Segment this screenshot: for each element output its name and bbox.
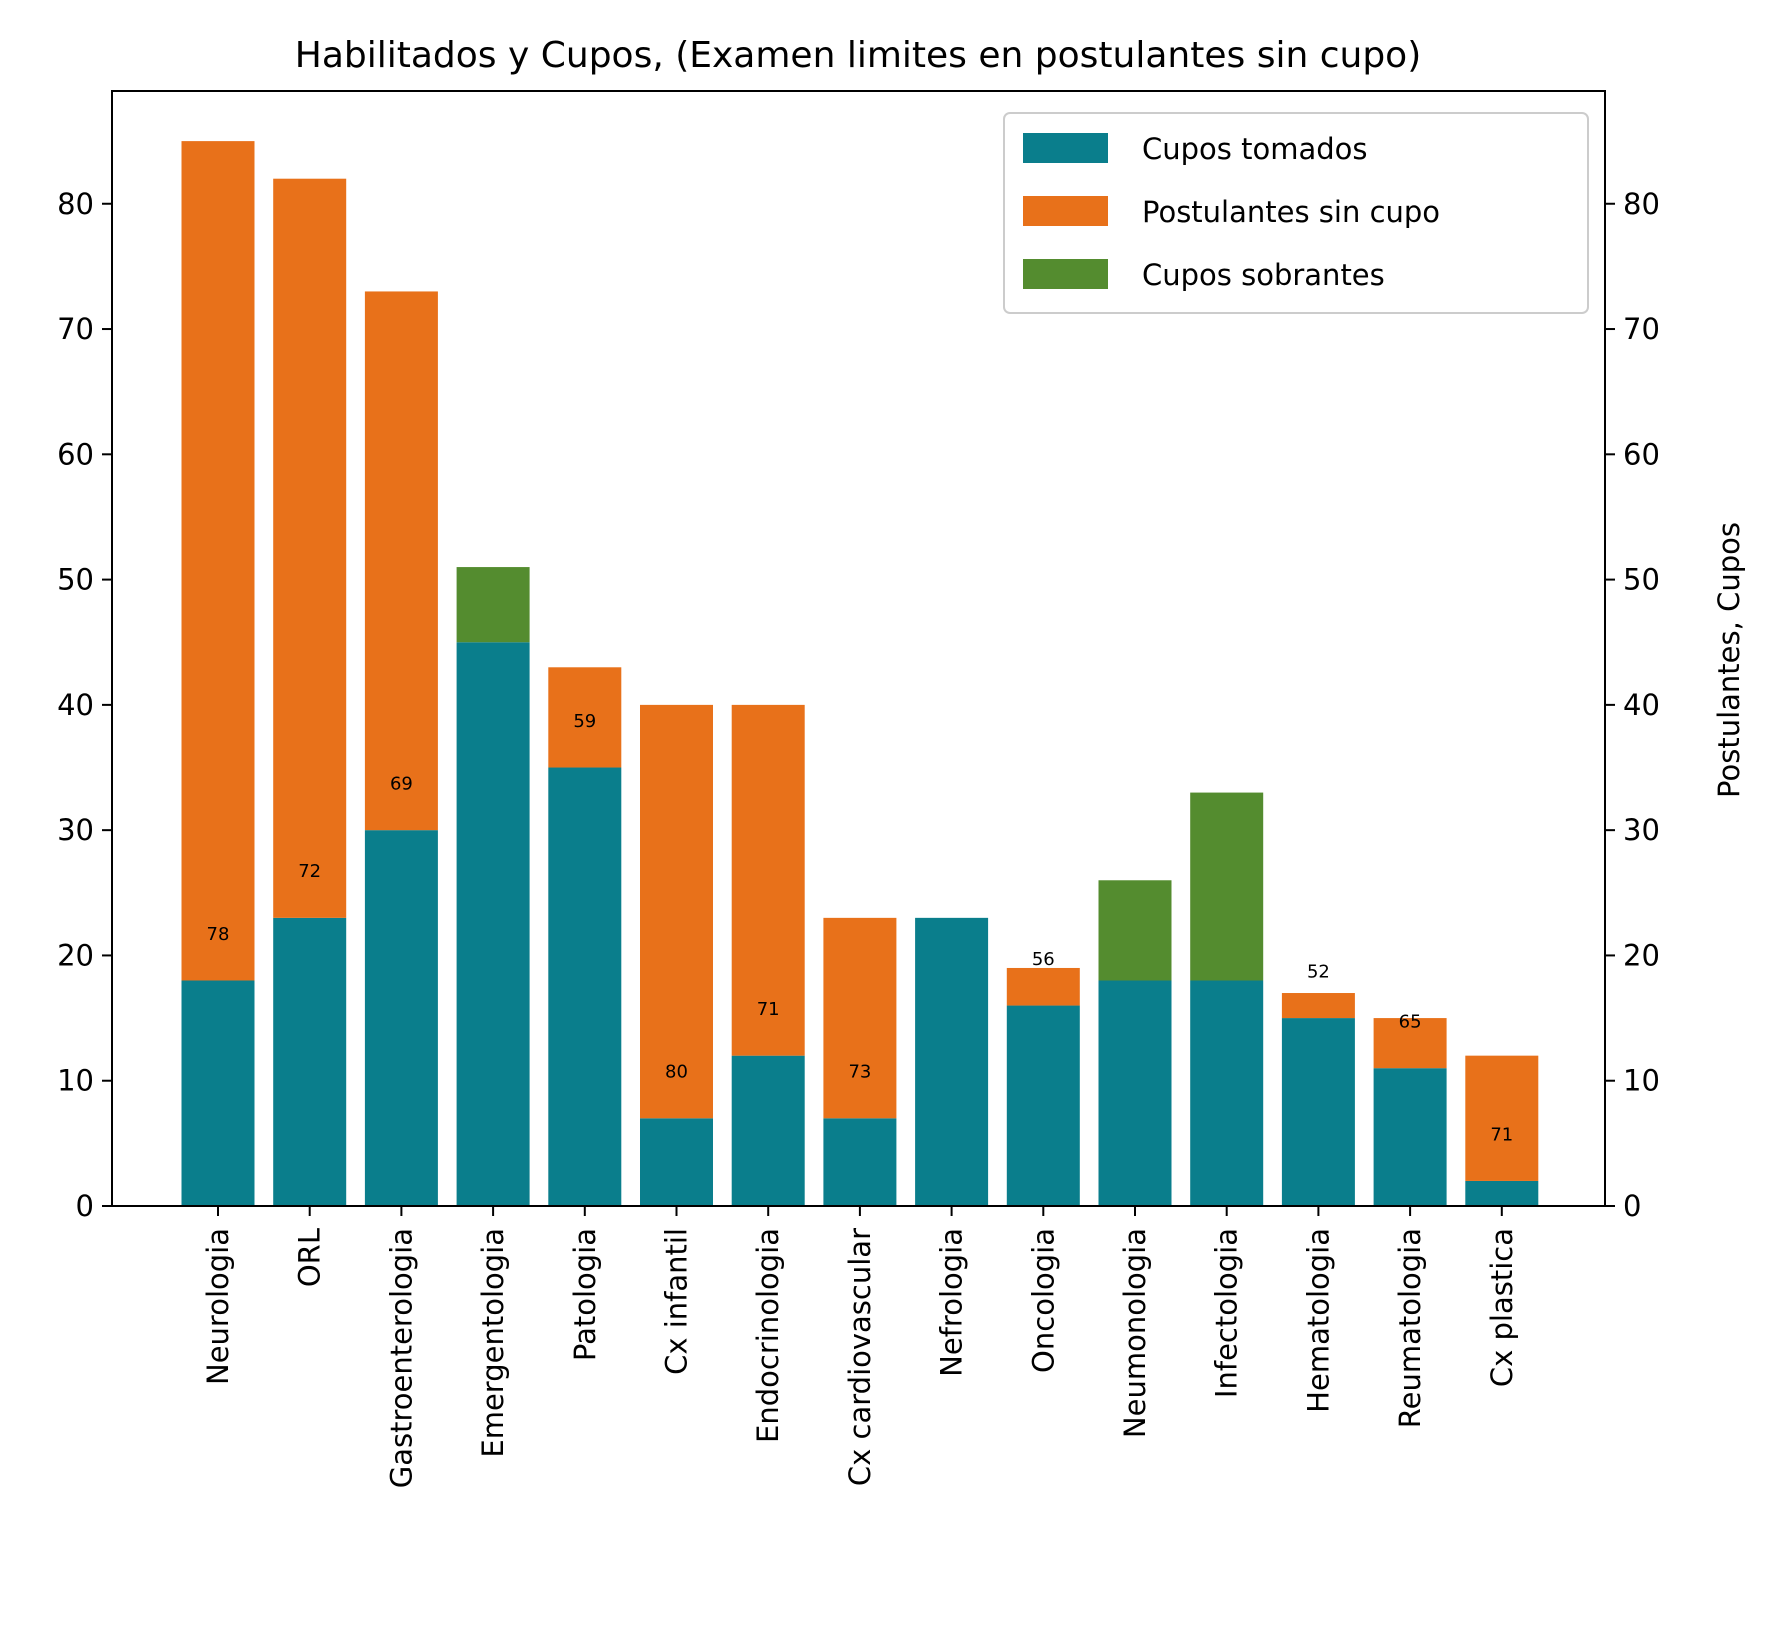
y-tick-label-left: 30 <box>57 813 94 847</box>
y-tick-label-left: 10 <box>57 1064 94 1098</box>
y-tick-label-right: 60 <box>1623 437 1660 471</box>
data-label-endocrinologia: 71 <box>757 999 780 1020</box>
x-tick-label-patologia: Patologia <box>568 1228 602 1361</box>
y-tick-label-right: 10 <box>1623 1064 1660 1098</box>
y-tick-label-right: 20 <box>1623 938 1660 972</box>
legend: Cupos tomados Postulantes sin cupo Cupos s… <box>1003 112 1589 314</box>
bar-postulantes-sin-cupo-neurologia <box>181 141 255 981</box>
bar-cupos-tomados-neurologia <box>181 980 255 1206</box>
y-tick-label-right: 40 <box>1623 688 1660 722</box>
y-tick-label-left: 80 <box>57 187 94 221</box>
y-tick-label-right: 30 <box>1623 813 1660 847</box>
bar-cupos-sobrantes-neumonologia <box>1098 880 1172 981</box>
bar-cupos-sobrantes-infectologia <box>1190 792 1264 981</box>
bar-postulantes-sin-cupo-cx-cardiovascular <box>823 917 897 1119</box>
bars-group <box>181 141 1539 1206</box>
bar-cupos-tomados-hematologia <box>1281 1018 1355 1206</box>
bar-postulantes-sin-cupo-reumatologia <box>1373 1018 1447 1069</box>
x-tick-label-gastroenterologia: Gastroenterologia <box>384 1228 418 1488</box>
y-tick-label-left: 70 <box>57 312 94 346</box>
x-tick-label-orl: ORL <box>293 1228 327 1287</box>
axes-group: 0 0 10 10 20 20 30 30 40 40 50 50 60 60 70 70 80 80 Neurol… <box>57 90 1660 1488</box>
bar-cupos-tomados-gastroenterologia <box>364 830 438 1206</box>
bar-cupos-tomados-orl <box>273 917 347 1206</box>
bar-postulantes-sin-cupo-patologia <box>548 667 622 768</box>
bar-cupos-tomados-endocrinologia <box>731 1055 805 1206</box>
y-tick-label-right: 70 <box>1623 312 1660 346</box>
legend-label-cupos-sobrantes: Cupos sobrantes <box>1142 258 1385 292</box>
bar-postulantes-sin-cupo-cx-plastica <box>1465 1055 1539 1181</box>
y-tick-label-right: 50 <box>1623 563 1660 597</box>
bar-cupos-tomados-cx-infantil <box>640 1118 713 1206</box>
bar-postulantes-sin-cupo-orl <box>273 178 347 918</box>
data-label-cx-plastica: 71 <box>1490 1124 1513 1145</box>
bar-postulantes-sin-cupo-oncologia <box>1006 967 1080 1006</box>
y-tick-label-left: 20 <box>57 938 94 972</box>
data-label-neurologia: 78 <box>207 924 230 945</box>
bar-cupos-tomados-oncologia <box>1006 1005 1080 1206</box>
data-label-hematologia: 52 <box>1307 961 1330 982</box>
legend-swatch-cupos-sobrantes <box>1023 259 1108 289</box>
y-tick-label-left: 0 <box>76 1189 94 1223</box>
bar-cupos-tomados-reumatologia <box>1373 1068 1447 1206</box>
x-tick-label-emergentologia: Emergentologia <box>476 1228 510 1458</box>
bar-cupos-tomados-cx-plastica <box>1465 1180 1539 1206</box>
legend-label-cupos-tomados: Cupos tomados <box>1142 132 1368 166</box>
bar-cupos-tomados-cx-cardiovascular <box>823 1118 897 1206</box>
bar-postulantes-sin-cupo-gastroenterologia <box>364 291 438 831</box>
x-tick-label-nefrologia: Nefrologia <box>935 1228 969 1377</box>
plot-frame <box>111 90 1606 1207</box>
data-label-patologia: 59 <box>573 711 596 732</box>
y-tick-label-left: 50 <box>57 563 94 597</box>
bar-cupos-tomados-nefrologia <box>915 917 989 1206</box>
bar-cupos-tomados-infectologia <box>1190 980 1264 1206</box>
x-tick-label-oncologia: Oncologia <box>1026 1228 1060 1373</box>
bar-cupos-tomados-patologia <box>548 767 622 1206</box>
data-label-orl: 72 <box>298 861 321 882</box>
data-label-cx-infantil: 80 <box>665 1062 688 1083</box>
y-tick-label-right: 80 <box>1623 187 1660 221</box>
chart-title: Habilitados y Cupos, (Examen limites en … <box>295 35 1422 76</box>
bar-cupos-tomados-emergentologia <box>456 642 530 1206</box>
x-tick-label-neurologia: Neurologia <box>201 1228 235 1385</box>
right-axis-label: Postulantes, Cupos <box>1712 522 1746 798</box>
x-tick-label-cx-infantil: Cx infantil <box>660 1228 694 1375</box>
x-tick-label-endocrinologia: Endocrinologia <box>751 1228 785 1443</box>
x-tick-label-neumonologia: Neumonologia <box>1118 1228 1152 1438</box>
legend-label-postulantes-sin-cupo: Postulantes sin cupo <box>1142 195 1440 229</box>
bar-postulantes-sin-cupo-endocrinologia <box>731 704 805 1056</box>
y-tick-label-left: 40 <box>57 688 94 722</box>
x-tick-label-reumatologia: Reumatologia <box>1393 1228 1427 1428</box>
x-tick-label-hematologia: Hematologia <box>1301 1228 1335 1413</box>
y-tick-label-left: 60 <box>57 437 94 471</box>
y-tick-label-right: 0 <box>1623 1189 1641 1223</box>
data-label-oncologia: 56 <box>1032 949 1055 970</box>
data-label-reumatologia: 65 <box>1399 1012 1422 1033</box>
x-tick-label-cx-plastica: Cx plastica <box>1485 1228 1519 1387</box>
legend-box <box>1003 112 1589 314</box>
data-label-cx-cardiovascular: 73 <box>848 1062 871 1083</box>
bar-postulantes-sin-cupo-hematologia <box>1281 993 1355 1019</box>
bar-cupos-sobrantes-emergentologia <box>456 567 530 643</box>
x-tick-label-infectologia: Infectologia <box>1210 1228 1244 1398</box>
x-tick-label-cx-cardiovascular: Cx cardiovascular <box>843 1228 877 1486</box>
legend-swatch-postulantes-sin-cupo <box>1023 196 1108 226</box>
legend-swatch-cupos-tomados <box>1023 133 1108 163</box>
bar-cupos-tomados-neumonologia <box>1098 980 1172 1206</box>
annotations-group: 78 72 69 59 80 71 73 56 52 65 71 <box>207 711 1514 1145</box>
data-label-gastroenterologia: 69 <box>390 774 413 795</box>
bar-postulantes-sin-cupo-cx-infantil <box>640 704 713 1119</box>
